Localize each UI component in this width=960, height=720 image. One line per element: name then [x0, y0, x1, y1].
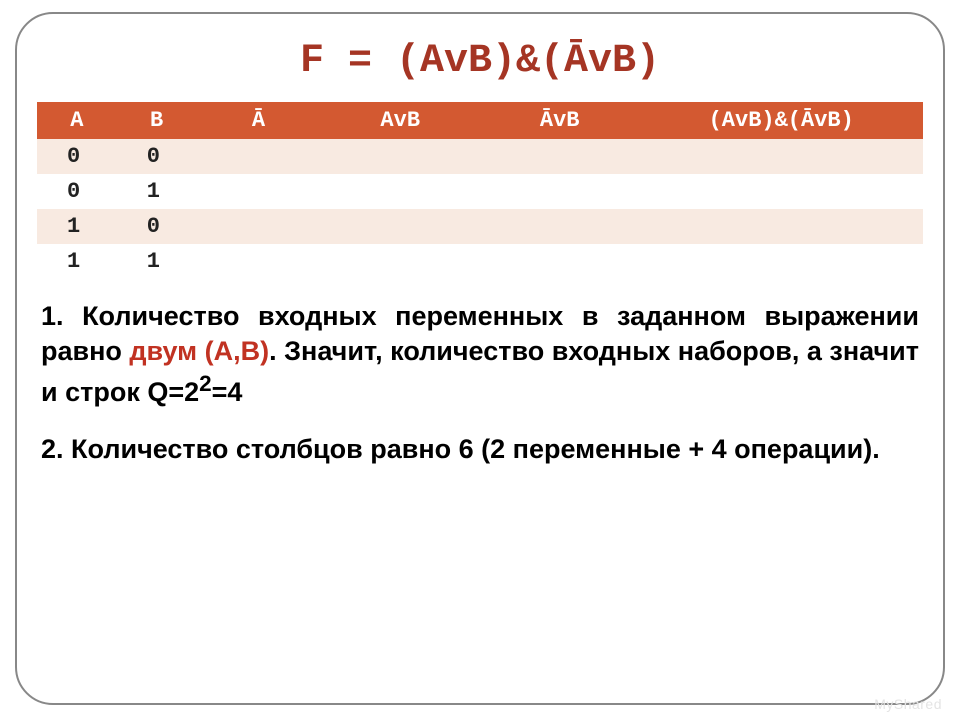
table-header-row: A B Ā AvB ĀvB (AvB)&(ĀvB): [37, 102, 923, 139]
cell: 0: [37, 139, 117, 174]
cell: [480, 209, 639, 244]
truth-table: A B Ā AvB ĀvB (AvB)&(ĀvB) 0 0 0 1: [37, 102, 923, 279]
cell: [321, 139, 480, 174]
col-notA: Ā: [196, 102, 320, 139]
p1-part-d: =4: [212, 377, 243, 407]
p1-highlight: двум (A,B): [129, 336, 269, 366]
cell: [480, 139, 639, 174]
cell: [639, 174, 923, 209]
body-text: 1. Количество входных переменных в задан…: [37, 299, 923, 467]
cell: [321, 244, 480, 279]
cell: [480, 244, 639, 279]
col-notAvB: ĀvB: [480, 102, 639, 139]
col-A: A: [37, 102, 117, 139]
cell: [196, 139, 320, 174]
cell: [639, 209, 923, 244]
paragraph-1: 1. Количество входных переменных в задан…: [41, 299, 919, 410]
slide-frame: F = (AvB)&(ĀvB) A B Ā AvB ĀvB (AvB)&(ĀvB…: [15, 12, 945, 705]
formula-title: F = (AvB)&(ĀvB): [37, 39, 923, 84]
cell: 0: [117, 139, 197, 174]
paragraph-2: 2. Количество столбцов равно 6 (2 переме…: [41, 432, 919, 467]
cell: [196, 174, 320, 209]
cell: 1: [117, 174, 197, 209]
cell: 1: [37, 244, 117, 279]
cell: [639, 244, 923, 279]
cell: [321, 209, 480, 244]
col-B: B: [117, 102, 197, 139]
p1-sup: 2: [199, 371, 212, 396]
cell: 0: [37, 174, 117, 209]
table-row: 0 1: [37, 174, 923, 209]
col-result: (AvB)&(ĀvB): [639, 102, 923, 139]
cell: [639, 139, 923, 174]
cell: [321, 174, 480, 209]
col-AvB: AvB: [321, 102, 480, 139]
cell: 1: [117, 244, 197, 279]
table-row: 1 1: [37, 244, 923, 279]
cell: 1: [37, 209, 117, 244]
table-row: 0 0: [37, 139, 923, 174]
cell: [196, 244, 320, 279]
watermark: MyShared: [874, 696, 942, 712]
cell: 0: [117, 209, 197, 244]
cell: [480, 174, 639, 209]
cell: [196, 209, 320, 244]
table-row: 1 0: [37, 209, 923, 244]
